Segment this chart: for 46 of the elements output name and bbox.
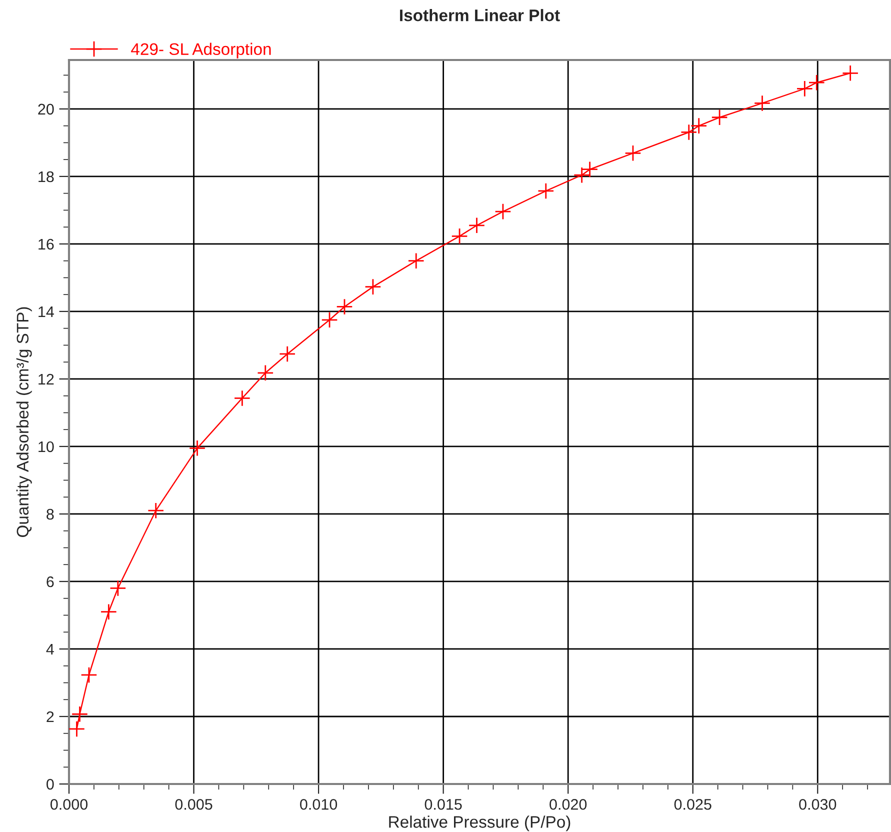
x-axis-title: Relative Pressure (P/Po) <box>389 816 570 832</box>
point <box>69 720 86 738</box>
point <box>234 390 251 407</box>
point <box>754 94 771 112</box>
y-tick-label: 12 <box>38 374 54 384</box>
y-tick-label: 4 <box>46 644 54 655</box>
point <box>494 203 512 220</box>
y-tick-label: 0 <box>46 778 54 790</box>
point <box>148 502 164 519</box>
y-tick-label: 10 <box>38 441 54 452</box>
point <box>80 666 98 684</box>
point <box>110 580 126 597</box>
point <box>408 252 424 270</box>
y-tick-label: 2 <box>46 711 54 722</box>
x-tick-label: 0.000 <box>50 798 88 810</box>
y-tick-label: 14 <box>38 306 54 317</box>
point <box>71 706 88 722</box>
point <box>796 80 813 98</box>
point <box>624 144 642 162</box>
x-tick-label: 0.010 <box>300 798 338 810</box>
point <box>468 217 486 234</box>
x-tick-label: 0.015 <box>424 798 462 810</box>
y-tick-label: 16 <box>38 238 54 250</box>
point <box>321 312 338 328</box>
point <box>336 298 353 316</box>
y-tick-label: 18 <box>38 171 54 182</box>
point <box>711 109 728 126</box>
y-tick-label: 6 <box>46 576 54 588</box>
y-axis-title: Quantity Adsorbed (cm³/g STP) <box>16 307 32 537</box>
point <box>279 346 296 362</box>
point <box>257 364 274 382</box>
point <box>842 64 859 82</box>
y-tick-label: 20 <box>38 104 54 115</box>
x-tick-label: 0.025 <box>674 798 712 810</box>
point <box>538 182 554 200</box>
x-tick-label: 0.005 <box>175 798 212 810</box>
y-tick-label: 8 <box>46 508 54 520</box>
point <box>808 74 825 91</box>
point <box>100 604 118 620</box>
point <box>364 278 382 296</box>
point <box>451 228 468 245</box>
x-tick-label: 0.020 <box>550 798 587 810</box>
point <box>188 440 206 456</box>
x-tick-label: 0.030 <box>799 798 836 810</box>
legend-label: 429- SL Adsorption <box>131 42 271 58</box>
chart-title: Isotherm Linear Plot <box>400 9 560 22</box>
